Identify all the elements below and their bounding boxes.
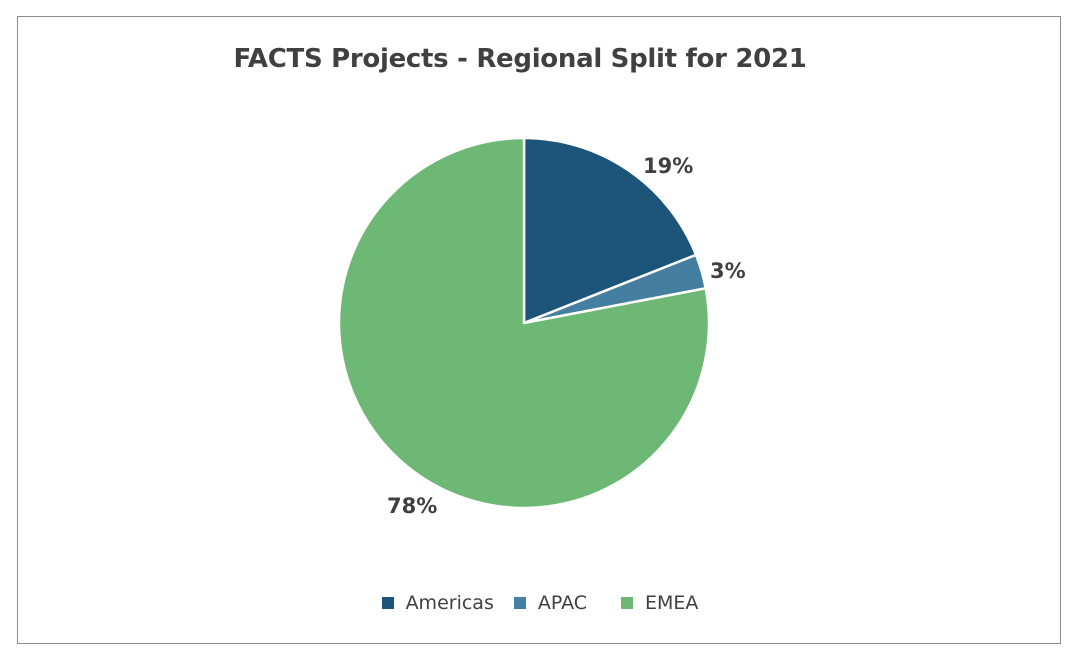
pie-slice-americas: [522, 136, 698, 325]
legend-label-emea: EMEA: [645, 592, 699, 614]
legend-swatch-americas: [381, 597, 394, 609]
legend-item-apac: APAC: [513, 592, 588, 614]
legend-swatch-emea: [621, 597, 634, 609]
legend: Americas APAC EMEA: [0, 592, 1080, 614]
data-label-emea: 78%: [387, 494, 437, 518]
legend-swatch-apac: [513, 597, 526, 609]
legend-label-apac: APAC: [537, 592, 588, 614]
legend-item-americas: Americas: [381, 592, 494, 614]
legend-label-americas: Americas: [405, 592, 494, 614]
data-label-americas: 19%: [643, 154, 693, 178]
chart-title: FACTS Projects - Regional Split for 2021: [233, 44, 807, 74]
pie-slice-emea: [337, 136, 711, 510]
legend-item-emea: EMEA: [621, 592, 698, 614]
data-label-apac: 3%: [710, 259, 746, 283]
chart-frame: [17, 16, 1061, 644]
